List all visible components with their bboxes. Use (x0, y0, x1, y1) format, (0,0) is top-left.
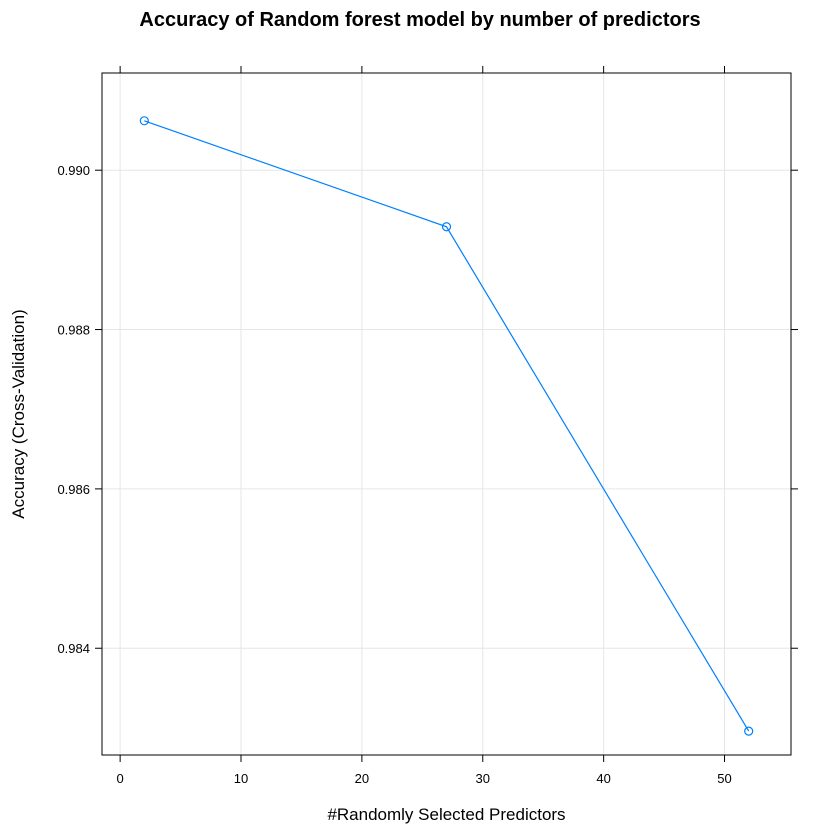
data-point (441, 222, 452, 232)
y-axis-label: Accuracy (Cross-Validation) (9, 309, 28, 518)
x-tick-label: 40 (596, 771, 610, 786)
x-tick-label: 0 (117, 771, 124, 786)
plot-frame (101, 72, 792, 756)
data-point (139, 116, 149, 126)
grid (102, 73, 791, 755)
data-point (744, 726, 754, 736)
x-tick-label: 30 (476, 771, 490, 786)
axis-ticks: 0 10 20 30 40 50 0.984 0.986 0.988 0.990 (57, 66, 798, 786)
series-layer (139, 116, 754, 736)
y-tick-label: 0.988 (57, 323, 90, 338)
x-tick-label: 10 (234, 771, 248, 786)
x-tick-label: 20 (355, 771, 369, 786)
chart-title: Accuracy of Random forest model by numbe… (139, 9, 700, 31)
series-line (144, 120, 750, 732)
x-axis-label: #Randomly Selected Predictors (327, 805, 565, 824)
y-tick-label: 0.986 (57, 482, 90, 497)
x-tick-label: 50 (717, 771, 731, 786)
y-tick-label: 0.990 (57, 163, 90, 178)
y-tick-label: 0.984 (57, 641, 90, 656)
